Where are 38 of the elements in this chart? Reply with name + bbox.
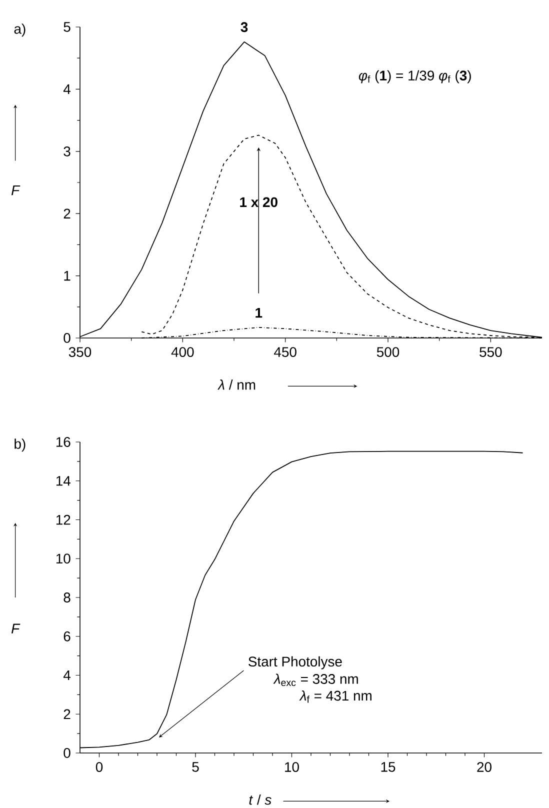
text: φ$_{f}$ (1) = 1/39 φ$_{f}$ (3) (358, 70, 471, 84)
annotation: λ$_{f}$ = 431 nm (299, 690, 372, 703)
y-tick-label: 4 (63, 84, 70, 94)
y-tick-label: 14 (56, 476, 70, 486)
y-tick-label: 4 (63, 670, 70, 680)
x-tick-label: 15 (381, 762, 396, 772)
x-tick-label: 10 (285, 762, 299, 772)
annotation: Start Photolyse (248, 656, 342, 670)
y-tick-label: 0 (64, 333, 70, 343)
series-label: 1 x 20 (240, 197, 278, 208)
y-tick-label: 0 (64, 748, 70, 758)
y-tick-label: 10 (56, 554, 70, 564)
chart-title: a) (14, 24, 26, 37)
series-label: 3 (240, 22, 248, 32)
x-axis-title: λ / nm (218, 380, 256, 390)
y-tick-label: 3 (64, 146, 70, 156)
x-tick-label: 400 (171, 347, 194, 357)
y-tick-label: 12 (56, 514, 70, 525)
x-tick-label: 5 (192, 762, 199, 772)
chart-title: b) (14, 438, 26, 452)
annotation: λ$_{exc}$ = 333 nm (273, 674, 358, 686)
y-tick-label: 1 (64, 271, 70, 281)
x-tick-label: 20 (477, 762, 492, 772)
y-tick-label: 2 (64, 208, 70, 218)
x-tick-label: 0 (96, 762, 103, 772)
y-tick-label: 6 (64, 631, 70, 642)
x-tick-label: 350 (68, 347, 92, 357)
x-axis-title: t / s (249, 794, 272, 805)
x-tick-label: 500 (376, 347, 400, 357)
y-tick-label: 8 (64, 592, 70, 602)
series-label: 1 (256, 308, 262, 318)
x-tick-label: 550 (480, 347, 502, 357)
y-axis-title: F (11, 624, 20, 634)
y-tick-label: 16 (56, 437, 70, 447)
y-tick-label: 2 (64, 709, 70, 719)
x-tick-label: 450 (274, 347, 296, 357)
y-axis-title: F (11, 185, 20, 196)
y-tick-label: 5 (64, 22, 70, 32)
